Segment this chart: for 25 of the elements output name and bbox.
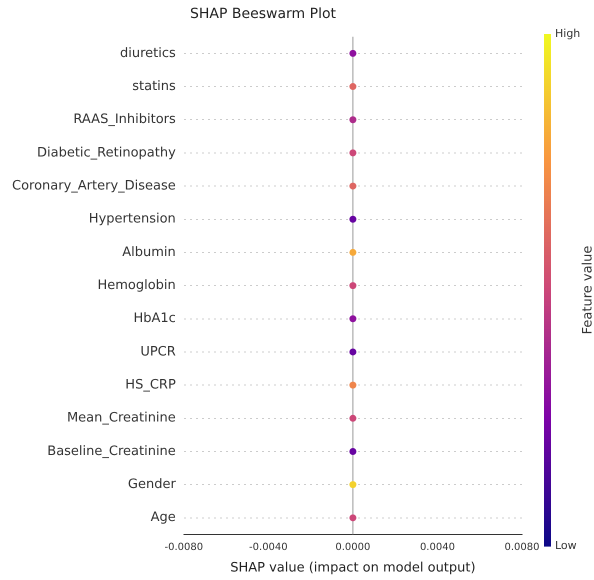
y-tick-label: Hypertension: [88, 212, 176, 227]
y-tick-label: statins: [132, 78, 176, 94]
y-tick-label: diuretics: [120, 46, 176, 61]
x-axis-title: SHAP value (impact on model output): [230, 560, 476, 576]
color-bar-label: High: [555, 26, 580, 40]
y-tick-label: Mean_Creatinine: [66, 410, 176, 426]
x-tick-label: -0.0080: [164, 542, 204, 553]
y-tick-label: HS_CRP: [125, 377, 176, 392]
x-tick-label: 0.0080: [504, 542, 540, 553]
color-bar-title: Feature value: [580, 246, 594, 334]
y-tick-label: Baseline_Creatinine: [47, 444, 176, 459]
x-tick-label: 0.0040: [420, 542, 455, 553]
y-tick-label: Gender: [128, 477, 176, 492]
x-tick-label: 0.0000: [335, 542, 370, 553]
y-tick-label: HbA1c: [133, 311, 176, 326]
y-tick-label: Diabetic_Retinopathy: [36, 145, 176, 160]
y-tick-label: RAAS_Inhibitors: [73, 112, 176, 128]
chart-title: SHAP Beeswarm Plot: [190, 6, 337, 22]
y-tick-label: Hemoglobin: [97, 278, 176, 293]
y-tick-label: UPCR: [140, 344, 176, 360]
color-bar-label: Low: [555, 538, 577, 552]
y-tick-label: Albumin: [122, 244, 176, 260]
x-tick-label: -0.0040: [249, 542, 288, 553]
y-tick-label: Age: [150, 510, 176, 526]
y-tick-label: Coronary_Artery_Disease: [12, 178, 176, 194]
